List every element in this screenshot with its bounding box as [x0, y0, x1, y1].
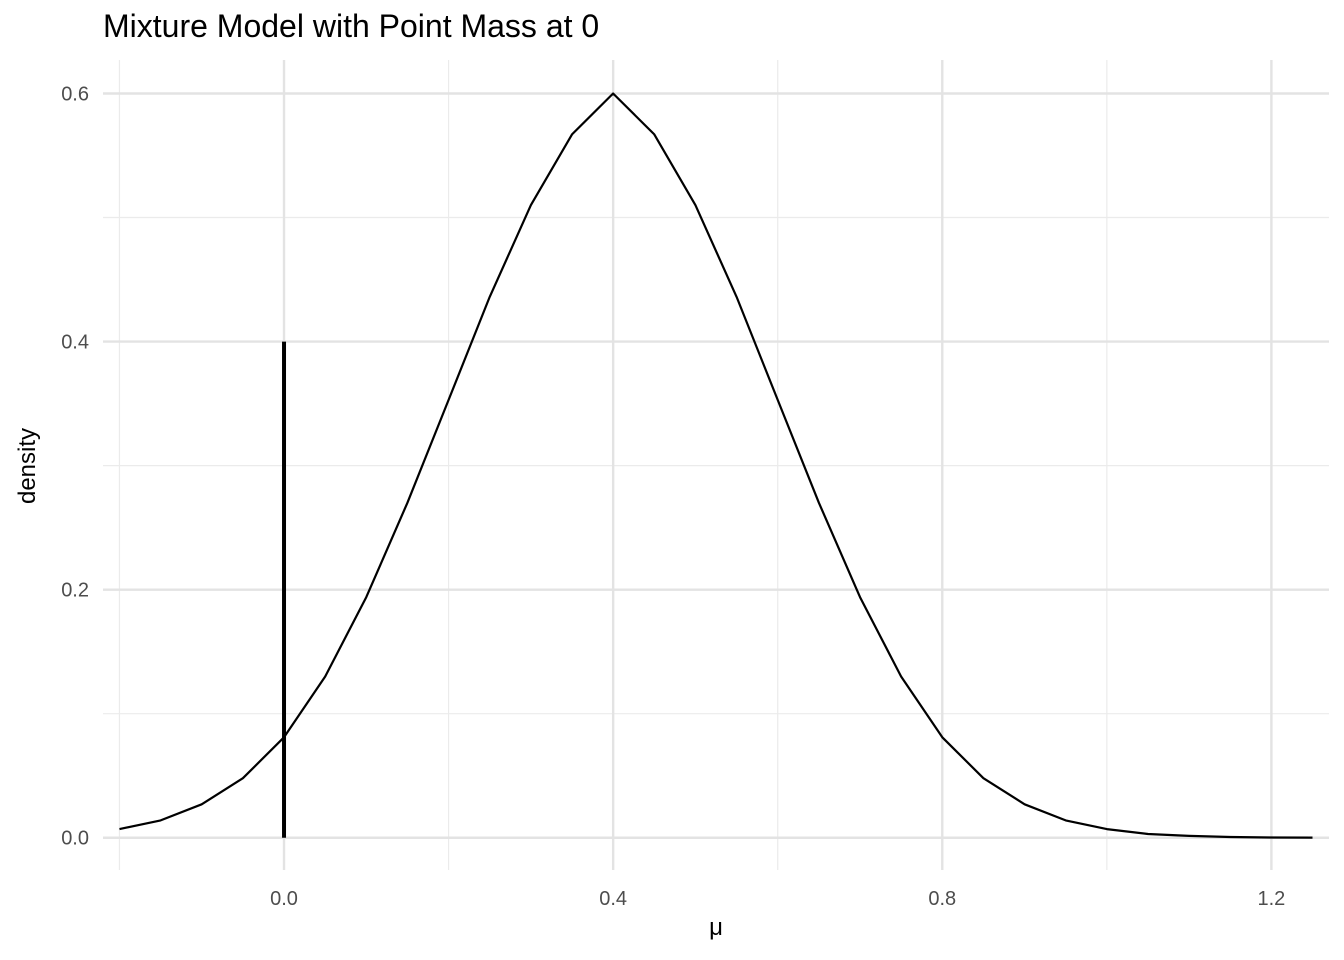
y-axis-title: density — [14, 428, 41, 504]
chart-marks — [119, 92, 1313, 839]
x-axis-title: μ — [709, 914, 723, 941]
x-tick-label: 0.8 — [928, 888, 956, 910]
y-tick-label: 0.4 — [61, 332, 89, 354]
chart-title: Mixture Model with Point Mass at 0 — [103, 8, 600, 44]
x-tick-label: 1.2 — [1257, 888, 1285, 910]
x-tick-label: 0.4 — [599, 888, 627, 910]
y-tick-label: 0.2 — [61, 580, 89, 602]
minor-gridlines — [103, 60, 1329, 870]
x-axis-ticks: 0.0 0.4 0.8 1.2 — [270, 888, 1285, 910]
x-tick-label: 0.0 — [270, 888, 298, 910]
y-axis-ticks: 0.0 0.2 0.4 0.6 — [61, 83, 89, 849]
y-tick-label: 0.6 — [61, 83, 89, 105]
density-curve — [119, 92, 1313, 839]
y-tick-label: 0.0 — [61, 828, 89, 850]
major-gridlines — [103, 60, 1329, 870]
